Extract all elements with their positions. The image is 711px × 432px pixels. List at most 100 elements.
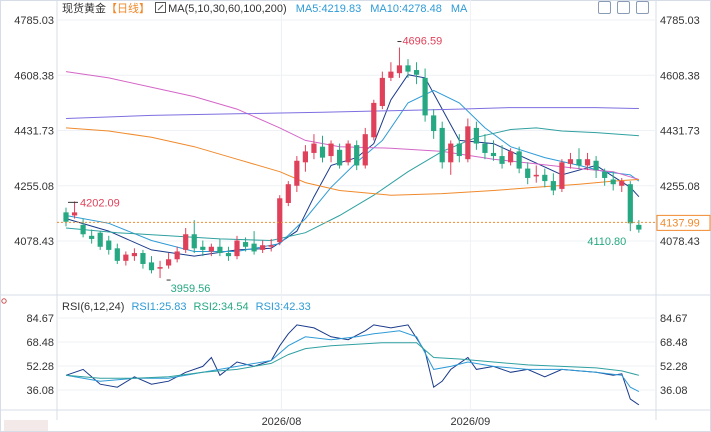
candle-body <box>379 77 385 107</box>
bottom-tag <box>4 420 48 431</box>
candle-body <box>345 143 351 163</box>
candle-body <box>337 149 343 166</box>
ma5-value: MA5:4219.83 <box>295 3 362 15</box>
candle-body <box>525 168 531 178</box>
price-tick-left: 4078.43 <box>14 236 54 248</box>
price-tick-left: 4431.73 <box>14 126 54 138</box>
candle-body <box>422 77 428 116</box>
candle-body <box>285 184 291 203</box>
candle-body <box>140 253 146 264</box>
candle-body <box>106 240 112 250</box>
expand-icon[interactable] <box>636 1 649 14</box>
ma60-line <box>65 71 640 180</box>
candle-body <box>260 245 266 250</box>
ma-settings-icon[interactable] <box>155 2 167 13</box>
candle-body <box>148 262 155 271</box>
time-tick: 2026/08 <box>262 416 302 428</box>
candle-body <box>71 212 78 216</box>
recent-low-annotation: 4110.80 <box>587 236 626 248</box>
candle-body <box>499 156 505 164</box>
candle-body <box>200 246 206 250</box>
candle-body <box>131 253 137 257</box>
rsi-tick-left: 84.67 <box>26 313 54 325</box>
ma-more: MA <box>450 3 468 15</box>
ma200-line <box>65 107 639 119</box>
candle-body <box>584 159 591 166</box>
rsi3-value: RSI3:42.33 <box>255 301 311 313</box>
ma-label: MA(5,10,30,60,100,200) <box>168 3 287 15</box>
candle-body <box>251 243 257 252</box>
candle-body <box>362 134 368 166</box>
rsi-header: RSI(6,12,24) RSI1:25.83 RSI2:34.54 RSI3:… <box>62 300 311 314</box>
price-tick-right: 4785.03 <box>660 15 700 27</box>
candle-body <box>576 159 582 166</box>
candle-body <box>166 259 172 266</box>
candle-body <box>431 115 437 132</box>
rsi-tick-right: 52.28 <box>660 361 688 373</box>
candle-body <box>242 242 249 247</box>
candle-body <box>482 143 488 153</box>
rsi-tick-right: 68.48 <box>660 337 688 349</box>
candle-body <box>328 143 334 157</box>
grid-icon[interactable] <box>598 1 611 14</box>
compare-icon[interactable] <box>617 1 630 14</box>
candle-body <box>602 171 608 178</box>
ma10-value: MA10:4278.48 <box>370 3 442 15</box>
candle-body <box>465 126 471 160</box>
candle-body <box>302 151 308 163</box>
rsi-tick-left: 52.28 <box>26 361 54 373</box>
candle-body <box>225 253 232 257</box>
ma10-line <box>65 89 640 252</box>
price-tick-left: 4255.08 <box>14 181 54 193</box>
candle-body <box>542 174 548 182</box>
pane-handle-icon <box>1 298 7 304</box>
candle-body <box>354 145 360 166</box>
candle-body <box>619 181 625 186</box>
candle-body <box>191 234 197 249</box>
high-annotation: 4696.59 <box>402 36 442 48</box>
price-tick-right: 4078.43 <box>660 236 700 248</box>
left-annotation: 4202.09 <box>80 197 120 209</box>
candle-body <box>610 179 616 185</box>
candle-body <box>277 198 283 243</box>
rsi-tick-right: 36.08 <box>660 385 688 397</box>
time-tick: 2026/09 <box>451 416 491 428</box>
candle-body <box>208 246 214 252</box>
candle-body <box>559 162 565 189</box>
candle-body <box>516 151 522 169</box>
candle-body <box>97 232 103 247</box>
candle-body <box>63 212 69 222</box>
candle-body <box>157 267 163 269</box>
rsi-tick-left: 68.48 <box>26 337 54 349</box>
candle-body <box>508 151 514 163</box>
low-annotation: 3959.56 <box>171 283 211 295</box>
candle-body <box>636 224 642 230</box>
candle-body <box>89 235 95 239</box>
chart-header: 现货黄金【日线】 MA(5,10,30,60,100,200) MA5:4219… <box>62 2 467 16</box>
candle-body <box>593 160 599 171</box>
candle-body <box>388 71 394 78</box>
period-label[interactable]: 【日线】 <box>106 3 150 15</box>
price-tick-right: 4431.73 <box>660 126 700 138</box>
candle-body <box>413 70 420 75</box>
candle-body <box>80 224 86 235</box>
candle-body <box>439 127 445 163</box>
price-tick-left: 4608.38 <box>14 70 54 82</box>
candle-body <box>456 143 462 157</box>
candle-body <box>268 245 274 247</box>
price-tick-left: 4785.03 <box>14 15 54 27</box>
rsi3-line <box>65 342 640 379</box>
price-tick-right: 4255.08 <box>660 181 700 193</box>
rsi-tick-right: 84.67 <box>660 313 688 325</box>
candle-body <box>533 174 539 177</box>
candle-body <box>174 251 180 260</box>
candle-body <box>473 127 479 144</box>
candle-body <box>405 65 411 72</box>
candle-body <box>627 184 633 224</box>
candle-body <box>490 152 497 157</box>
rsi2-value: RSI2:34.54 <box>193 301 249 313</box>
candle-body <box>396 65 403 74</box>
